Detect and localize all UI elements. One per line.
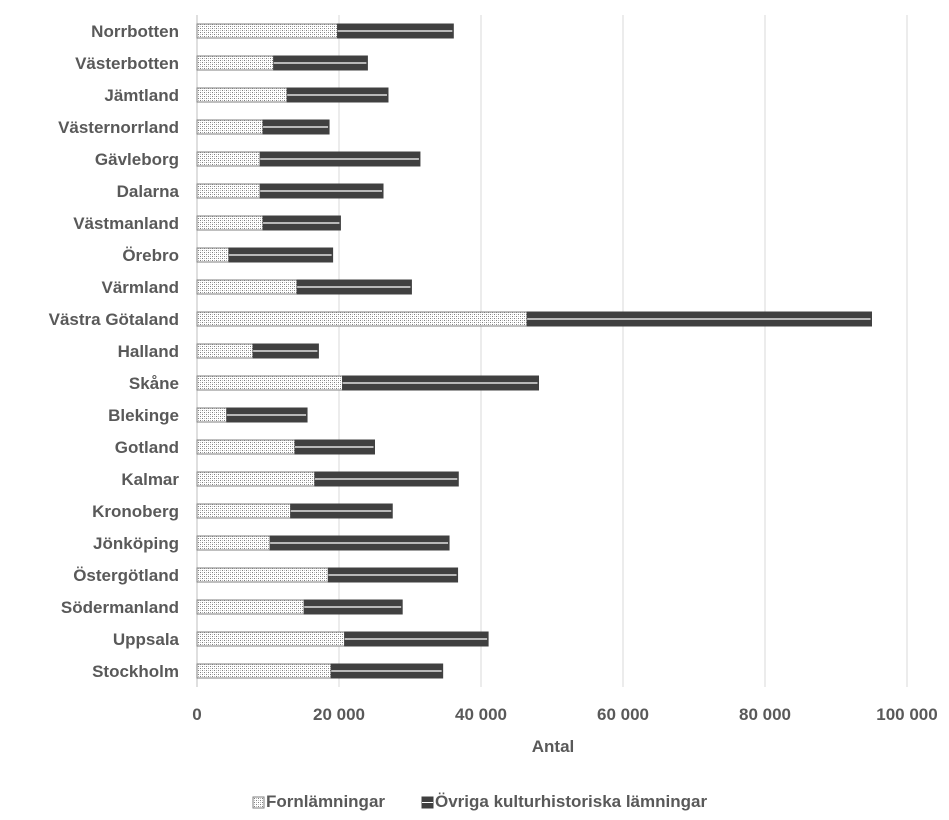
bar-fornlamningar <box>196 599 305 615</box>
category-label: Skåne <box>129 374 179 393</box>
bar-fornlamningar <box>196 663 332 679</box>
category-label: Norrbotten <box>91 22 179 41</box>
category-label: Uppsala <box>113 630 180 649</box>
bar-fornlamningar <box>196 567 329 583</box>
category-label: Gotland <box>115 438 179 457</box>
category-label: Stockholm <box>92 662 179 681</box>
legend-item-fornlamningar: Fornlämningar <box>252 792 385 811</box>
bars <box>196 23 873 679</box>
category-label: Jämtland <box>104 86 179 105</box>
bar-fornlamningar <box>196 87 288 103</box>
bar-fornlamningar <box>196 503 292 519</box>
bar-fornlamningar <box>196 535 271 551</box>
x-tick-label: 20 000 <box>313 705 365 724</box>
x-tick-label: 40 000 <box>455 705 507 724</box>
bar-fornlamningar <box>196 311 528 327</box>
x-tick-label: 0 <box>192 705 201 724</box>
legend-label-fornlamningar: Fornlämningar <box>266 792 385 811</box>
bar-fornlamningar <box>196 407 228 423</box>
bar-fornlamningar <box>196 119 264 135</box>
bar-fornlamningar <box>196 471 316 487</box>
bar-fornlamningar <box>196 183 261 199</box>
x-tick-label: 80 000 <box>739 705 791 724</box>
category-label: Blekinge <box>108 406 179 425</box>
category-label: Halland <box>118 342 179 361</box>
category-label: Södermanland <box>61 598 179 617</box>
category-label: Gävleborg <box>95 150 179 169</box>
bar-fornlamningar <box>196 151 261 167</box>
category-label: Västerbotten <box>75 54 179 73</box>
category-label: Kronoberg <box>92 502 179 521</box>
legend-item-ovriga: Övriga kulturhistoriska lämningar <box>421 792 707 811</box>
legend-swatch-fornlamningar <box>252 796 265 809</box>
legend: Fornlämningar Övriga kulturhistoriska lä… <box>252 792 707 811</box>
bar-fornlamningar <box>196 439 296 455</box>
category-label: Värmland <box>102 278 179 297</box>
category-label: Örebro <box>122 246 179 265</box>
bar-fornlamningar <box>196 343 254 359</box>
bar-fornlamningar <box>196 55 275 71</box>
category-label: Västra Götaland <box>49 310 179 329</box>
bar-fornlamningar <box>196 631 346 647</box>
bar-fornlamningar <box>196 279 298 295</box>
x-tick-label: 60 000 <box>597 705 649 724</box>
x-tick-labels: 0 20 000 40 000 60 000 80 000 100 000 <box>192 705 937 724</box>
x-tick-label: 100 000 <box>876 705 937 724</box>
category-label: Västmanland <box>73 214 179 233</box>
category-label: Kalmar <box>121 470 179 489</box>
category-labels: Norrbotten Västerbotten Jämtland Västernorr… <box>49 22 180 681</box>
bar-fornlamningar <box>196 375 344 391</box>
bar-fornlamningar <box>196 23 339 39</box>
category-label: Dalarna <box>117 182 180 201</box>
category-label: Västernorrland <box>58 118 179 137</box>
bar-fornlamningar <box>196 247 230 263</box>
category-label: Jönköping <box>93 534 179 553</box>
x-axis-title: Antal <box>532 737 575 756</box>
legend-label-ovriga: Övriga kulturhistoriska lämningar <box>435 792 707 811</box>
category-label: Östergötland <box>73 566 179 585</box>
bar-fornlamningar <box>196 215 264 231</box>
